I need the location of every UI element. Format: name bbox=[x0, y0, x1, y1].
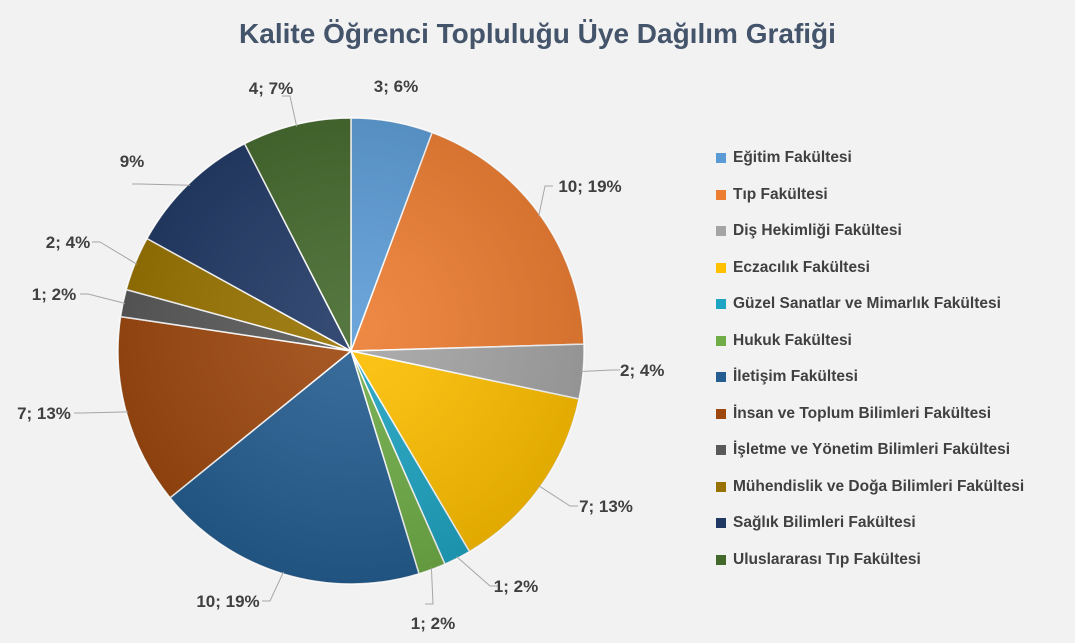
leader-line bbox=[74, 411, 129, 414]
legend-item: Mühendislik ve Doğa Bilimleri Fakültesi bbox=[716, 469, 1024, 506]
legend-label: İşletme ve Yönetim Bilimleri Fakültesi bbox=[733, 441, 1011, 459]
data-label: 7; 13% bbox=[579, 497, 633, 516]
legend-label: Diş Hekimliği Fakültesi bbox=[733, 222, 902, 240]
legend-label: İletişim Fakültesi bbox=[733, 368, 858, 386]
legend-swatch bbox=[716, 299, 726, 310]
legend-item: Sağlık Bilimleri Fakültesi bbox=[716, 505, 1024, 542]
legend-item: Eğitim Fakültesi bbox=[716, 140, 1024, 177]
leader-line bbox=[92, 241, 138, 265]
legend-swatch bbox=[716, 445, 726, 456]
data-labels-layer: 3; 6% 10; 19% 2; 4% 7; 13% 1; 2% 1; 2% 10; 19%… bbox=[17, 77, 664, 633]
legend-item: Güzel Sanatlar ve Mimarlık Fakültesi bbox=[716, 286, 1024, 323]
chart-title: Kalite Öğrenci Topluluğu Üye Dağılım Gra… bbox=[239, 18, 836, 49]
legend-swatch bbox=[716, 518, 726, 529]
data-label: 9% bbox=[120, 152, 145, 171]
legend-item: Eczacılık Fakültesi bbox=[716, 250, 1024, 287]
data-label: 1; 2% bbox=[32, 285, 76, 304]
legend-swatch bbox=[716, 189, 726, 200]
legend-swatch bbox=[716, 262, 726, 273]
leader-line bbox=[282, 95, 298, 127]
legend-label: İnsan ve Toplum Bilimleri Fakültesi bbox=[733, 404, 992, 422]
legend-label: Tıp Fakültesi bbox=[733, 185, 828, 203]
legend-label: Mühendislik ve Doğa Bilimleri Fakültesi bbox=[733, 477, 1025, 495]
legend-item: Tıp Fakültesi bbox=[716, 177, 1024, 214]
legend-item: İletişim Fakültesi bbox=[716, 359, 1024, 396]
leader-line bbox=[425, 567, 434, 605]
data-label: 10; 19% bbox=[558, 177, 621, 196]
legend-swatch bbox=[716, 408, 726, 419]
legend-swatch bbox=[716, 335, 726, 346]
legend-swatch bbox=[716, 481, 726, 492]
data-label: 1; 2% bbox=[494, 577, 538, 596]
leader-line bbox=[538, 185, 553, 217]
data-label: 4; 7% bbox=[249, 79, 293, 98]
legend-item: İnsan ve Toplum Bilimleri Fakültesi bbox=[716, 396, 1024, 433]
slices-layer bbox=[117, 117, 585, 585]
legend-label: Eğitim Fakültesi bbox=[733, 149, 852, 167]
legend-label: Uluslararası Tıp Fakültesi bbox=[733, 550, 921, 568]
legend-label: Eczacılık Fakültesi bbox=[733, 258, 870, 276]
leader-line bbox=[80, 293, 126, 304]
leader-line bbox=[456, 556, 498, 587]
legend-item: Uluslararası Tıp Fakültesi bbox=[716, 542, 1024, 579]
data-label: 7; 13% bbox=[17, 404, 71, 423]
leader-line bbox=[262, 571, 284, 602]
legend-label: Sağlık Bilimleri Fakültesi bbox=[733, 514, 916, 532]
data-label: 1; 2% bbox=[411, 614, 455, 633]
legend-swatch bbox=[716, 554, 726, 565]
data-label: 3; 6% bbox=[374, 77, 418, 96]
legend-swatch bbox=[716, 153, 726, 164]
legend-swatch bbox=[716, 372, 726, 383]
legend-label: Güzel Sanatlar ve Mimarlık Fakültesi bbox=[733, 295, 1001, 313]
legend-item: Hukuk Fakültesi bbox=[716, 323, 1024, 360]
leader-line bbox=[581, 369, 620, 372]
leader-lines-layer bbox=[74, 95, 620, 605]
leader-line bbox=[538, 485, 578, 507]
leader-line bbox=[132, 183, 191, 186]
data-label: 10; 19% bbox=[196, 592, 259, 611]
legend-item: Diş Hekimliği Fakültesi bbox=[716, 213, 1024, 250]
legend-label: Hukuk Fakültesi bbox=[733, 331, 852, 349]
data-label: 2; 4% bbox=[620, 361, 664, 380]
data-label: 2; 4% bbox=[46, 233, 90, 252]
legend-swatch bbox=[716, 226, 726, 237]
legend-item: İşletme ve Yönetim Bilimleri Fakültesi bbox=[716, 432, 1024, 469]
legend: Eğitim Fakültesi Tıp Fakültesi Diş Hekimli… bbox=[716, 140, 1024, 578]
